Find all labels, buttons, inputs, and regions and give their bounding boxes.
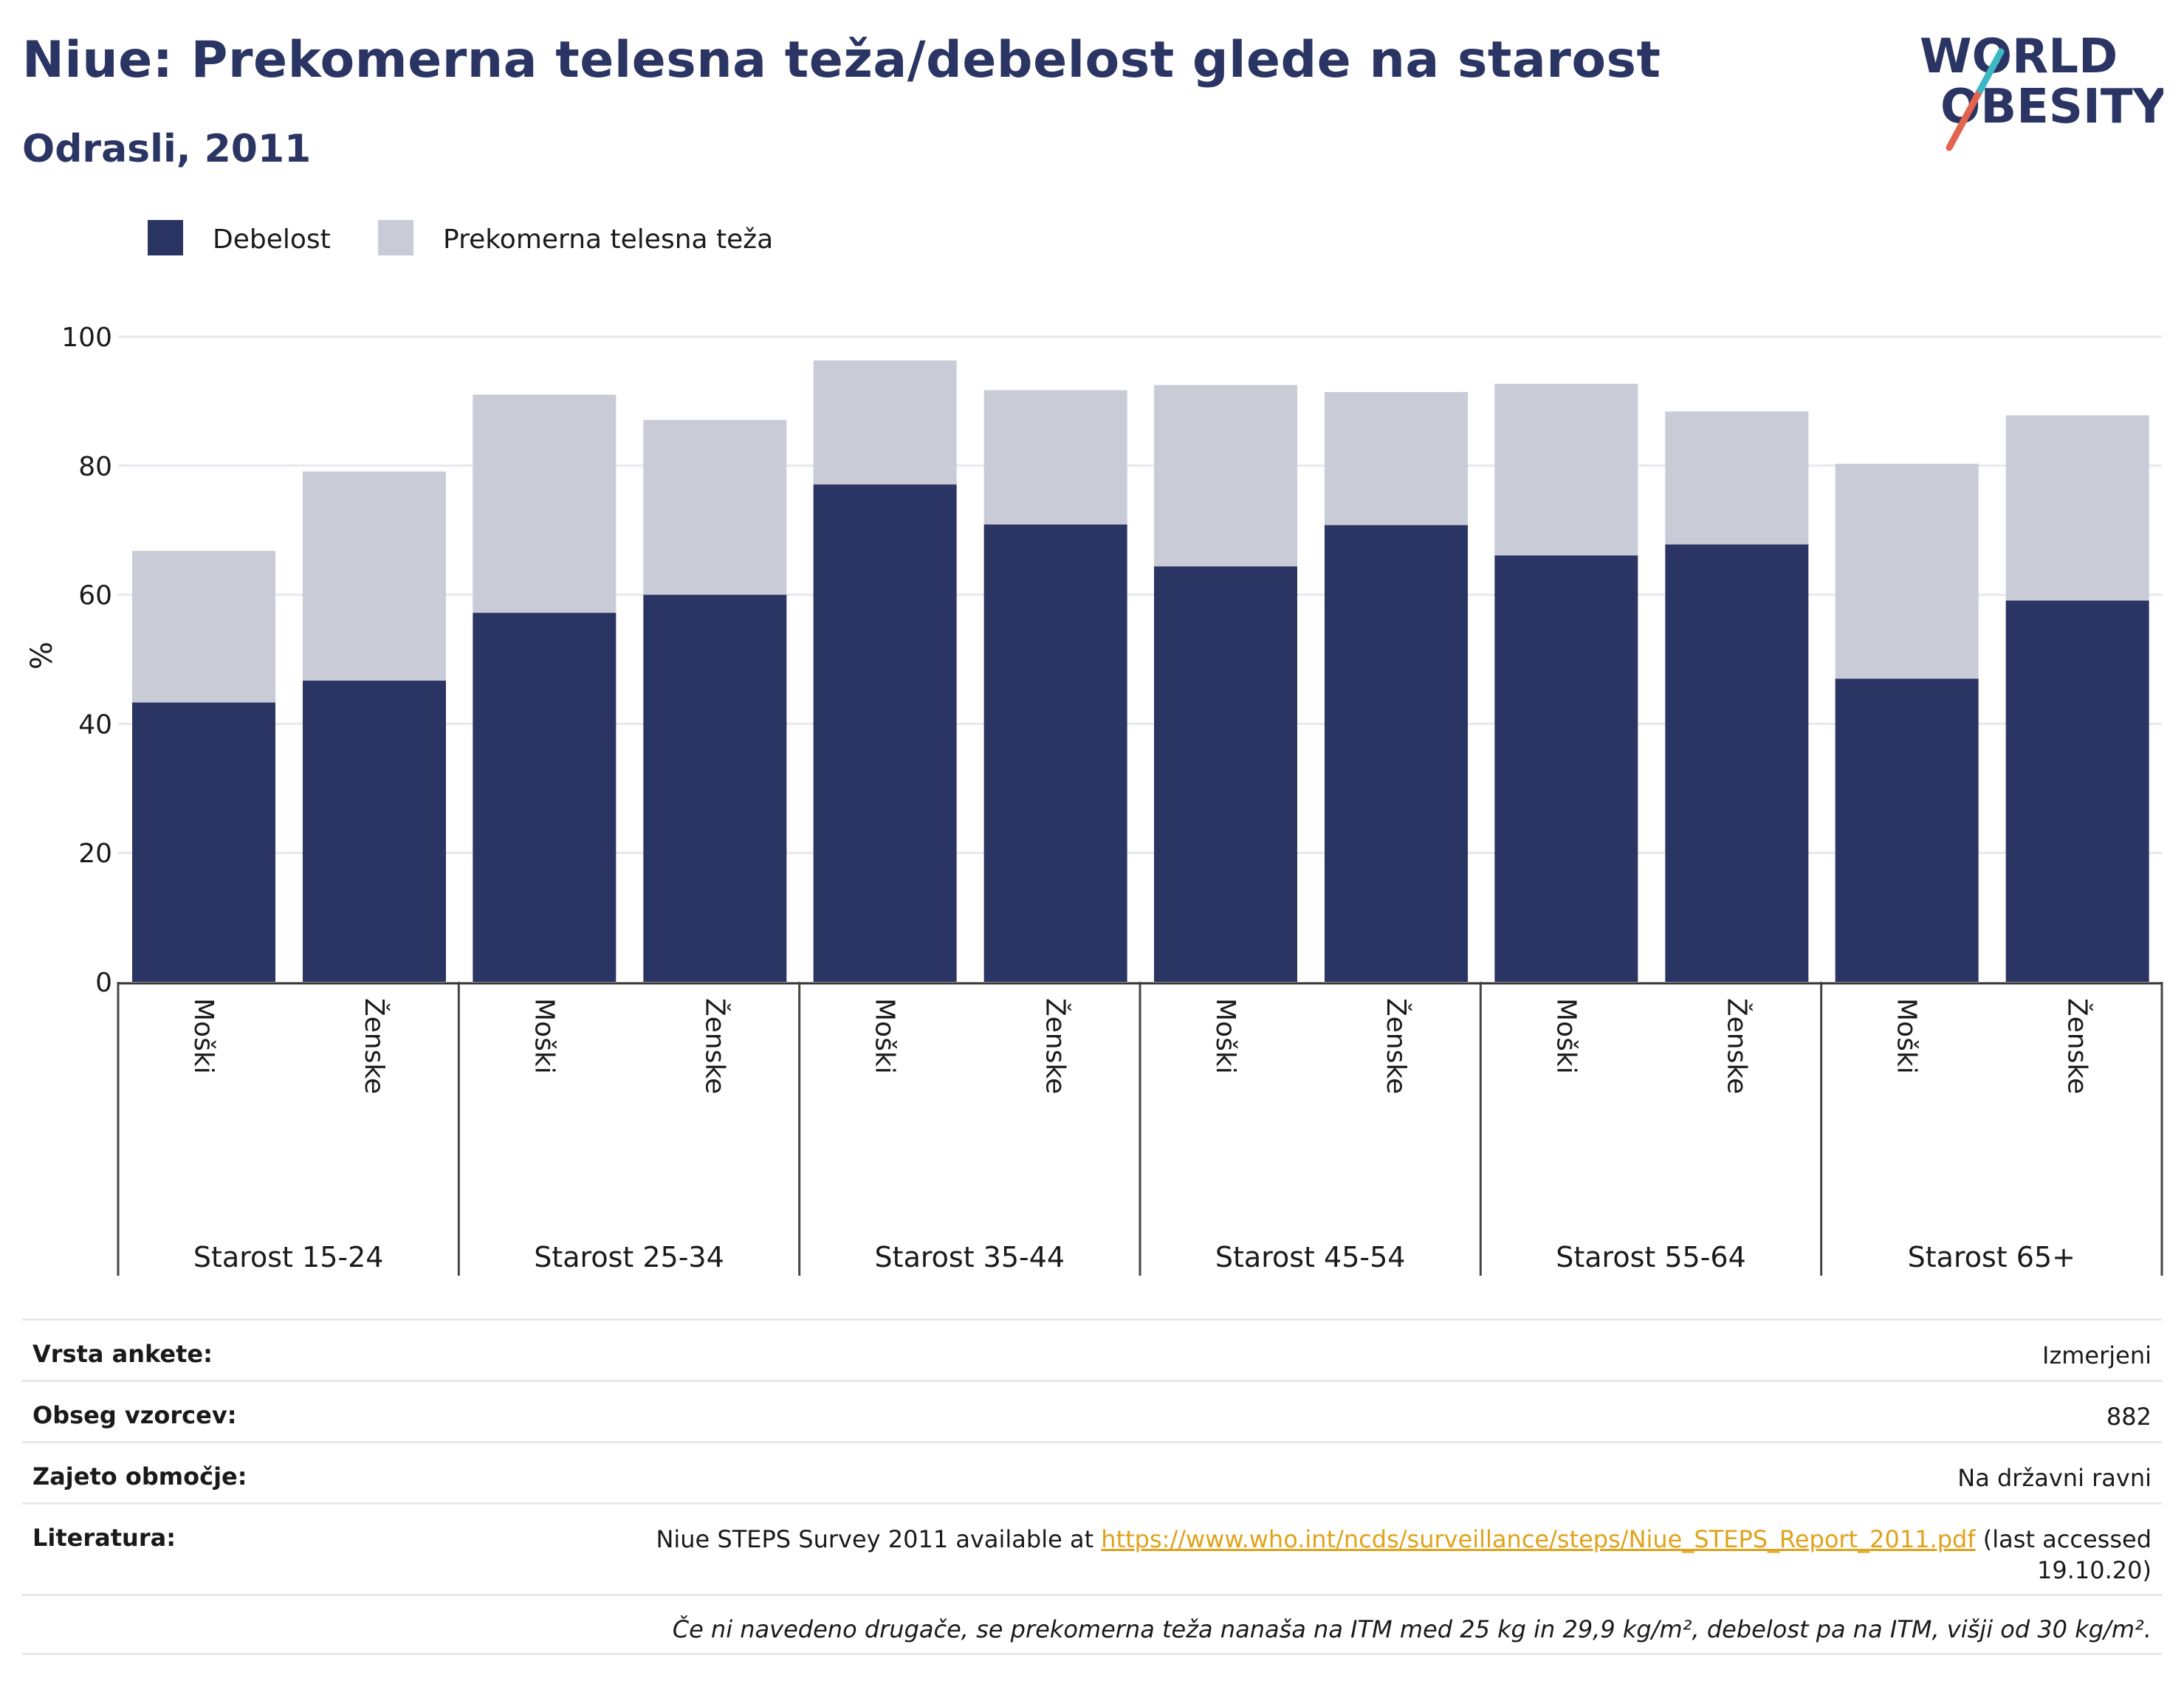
sample-size-value: 882 <box>2106 1403 2152 1431</box>
x-group-label: Starost 45-54 <box>1215 1241 1406 1273</box>
chart-subtitle: Odrasli, 2011 <box>22 127 312 171</box>
reference-suffix-2: 19.10.20) <box>2037 1556 2152 1584</box>
x-category-label: Ženske <box>2062 998 2093 1094</box>
logo-slash-teal <box>1977 48 2005 94</box>
reference-link[interactable]: https://www.who.int/ncds/surveillance/st… <box>1101 1525 1976 1553</box>
x-category-label: Moški <box>529 998 559 1074</box>
y-tick-label: 20 <box>78 839 112 869</box>
legend: Debelost Prekomerna telesna teža <box>148 220 773 255</box>
bar-overweight <box>983 390 1127 525</box>
x-category-label: Moški <box>1210 998 1240 1074</box>
survey-type-label: Vrsta ankete: <box>32 1340 213 1368</box>
bar-obesity <box>303 680 446 982</box>
legend-label-obesity: Debelost <box>213 224 331 255</box>
y-tick-label: 40 <box>78 709 112 740</box>
bar-obesity <box>983 524 1127 982</box>
bar-obesity <box>813 484 957 982</box>
survey-type-row: Vrsta ankete: Izmerjeni <box>22 1318 2162 1380</box>
area-row: Zajeto območje: Na državni ravni <box>22 1441 2162 1502</box>
x-category-label: Ženske <box>1040 998 1071 1094</box>
bar-overweight <box>1325 392 1468 526</box>
world-obesity-logo: WORLD OBESITY <box>1920 30 2163 151</box>
x-group-label: Starost 25-34 <box>534 1241 724 1273</box>
logo-slash-red <box>1946 86 1984 151</box>
y-tick-label: 80 <box>78 452 112 482</box>
y-tick-label: 0 <box>95 968 112 998</box>
reference-value: Niue STEPS Survey 2011 available at http… <box>656 1524 2152 1586</box>
definition-note: Če ni navedeno drugače, se prekomerna te… <box>672 1615 2152 1643</box>
chart-title: Niue: Prekomerna telesna teža/debelost g… <box>22 31 1661 89</box>
x-category-label: Moški <box>188 998 219 1074</box>
bar-obesity <box>2005 600 2149 982</box>
sample-size-label: Obseg vzorcev: <box>32 1401 237 1429</box>
y-tick-label: 60 <box>78 581 112 611</box>
bar-obesity <box>1835 678 1979 982</box>
bar-obesity <box>473 613 617 982</box>
x-axis: Moški Ženske Starost 15-24 Moški Ženske Staro… <box>117 982 2163 1276</box>
legend-swatch-overweight <box>378 220 413 255</box>
bar-overweight <box>1665 411 1809 545</box>
x-category-label: Moški <box>1892 998 1922 1074</box>
bar-obesity <box>1325 525 1468 982</box>
x-category-label: Moški <box>870 998 900 1074</box>
reference-row: Literatura: Niue STEPS Survey 2011 avail… <box>22 1502 2162 1594</box>
bar-obesity <box>132 702 275 982</box>
x-group-label: Starost 55-64 <box>1556 1241 1746 1273</box>
x-category-label: Ženske <box>1381 998 1412 1094</box>
reference-suffix-1: (last accessed <box>1975 1525 2152 1553</box>
survey-info-table: Vrsta ankete: Izmerjeni Obseg vzorcev: 8… <box>22 1318 2162 1655</box>
y-tick-label: 100 <box>61 323 112 353</box>
reference-prefix: Niue STEPS Survey 2011 available at <box>656 1525 1102 1553</box>
bar-overweight <box>132 551 275 703</box>
x-group-label: Starost 15-24 <box>193 1241 384 1273</box>
legend-label-overweight: Prekomerna telesna teža <box>443 224 773 255</box>
survey-type-value: Izmerjeni <box>2042 1341 2152 1369</box>
legend-swatch-obesity <box>148 220 183 255</box>
x-category-label: Moški <box>1551 998 1581 1074</box>
bar-overweight <box>1494 383 1638 556</box>
x-group-label: Starost 35-44 <box>875 1241 1065 1273</box>
bar-overweight <box>1154 385 1297 567</box>
reference-label: Literatura: <box>32 1524 176 1552</box>
logo-line-1: WORLD <box>1920 30 2118 84</box>
bars <box>132 360 2149 982</box>
bar-overweight <box>2005 415 2149 601</box>
x-category-label: Ženske <box>1721 998 1752 1094</box>
y-gridlines <box>118 335 2162 854</box>
bar-obesity <box>643 594 787 982</box>
sample-size-row: Obseg vzorcev: 882 <box>22 1380 2162 1441</box>
y-axis-title: % <box>25 642 59 670</box>
area-value: Na državni ravni <box>1957 1464 2152 1492</box>
bar-obesity <box>1494 555 1638 982</box>
bar-overweight <box>813 360 957 485</box>
x-category-label: Ženske <box>359 998 390 1094</box>
bar-overweight <box>473 394 617 613</box>
area-label: Zajeto območje: <box>32 1462 247 1491</box>
bar-overweight <box>1835 464 1979 679</box>
y-axis: 0 20 40 60 80 100 <box>61 323 112 998</box>
x-group-label: Starost 65+ <box>1908 1241 2075 1273</box>
x-category-label: Ženske <box>699 998 730 1094</box>
bar-overweight <box>303 471 446 681</box>
bar-obesity <box>1154 566 1297 982</box>
bar-overweight <box>643 419 787 595</box>
stacked-bar-chart: Debelost Prekomerna telesna teža 0 20 40 60… <box>25 220 2163 1276</box>
bar-obesity <box>1665 544 1809 982</box>
note-row: Če ni navedeno drugače, se prekomerna te… <box>22 1594 2162 1655</box>
